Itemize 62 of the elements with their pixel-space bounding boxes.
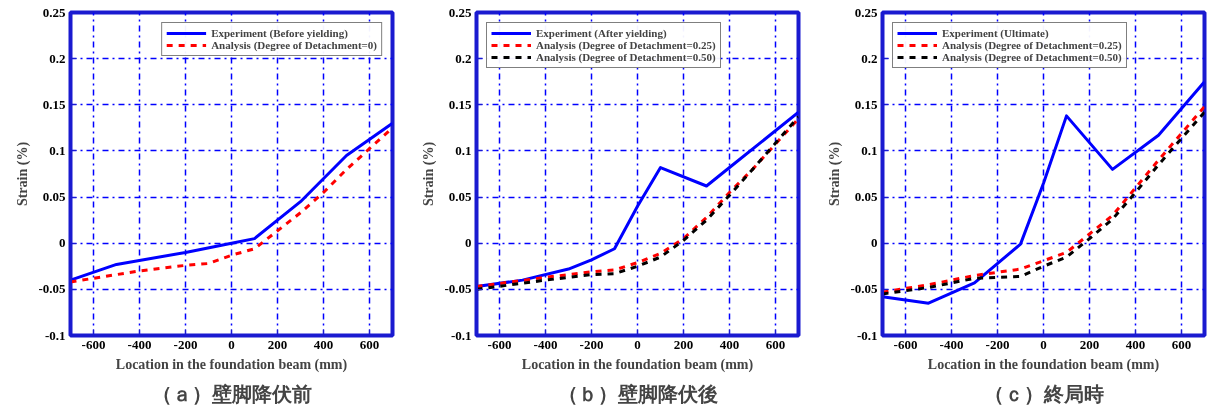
x-tick-label: 200 [267,336,288,352]
y-tick-label: -0.05 [38,281,66,297]
x-tick-label: 400 [1125,336,1146,352]
x-tick-label: -600 [893,336,918,352]
y-tick-label: 0.2 [861,50,878,66]
x-tick-label: -600 [81,336,106,352]
legend-label: Experiment (Ultimate) [942,27,1049,39]
y-tick-label: -0.05 [444,281,472,297]
x-tick-label: -200 [579,336,604,352]
y-tick-label: 0.05 [448,189,472,205]
y-tick-label: 0.15 [448,96,472,112]
legend-label: Analysis (Degree of Detachment=0.50) [942,51,1122,63]
x-tick-label: 600 [765,336,786,352]
y-tick-label: 0.15 [42,96,66,112]
x-tick-label: 400 [719,336,740,352]
y-tick-label: 0.25 [854,4,878,20]
y-tick-label: 0 [465,235,472,251]
legend-label: Analysis (Degree of Detachment=0.25) [536,39,716,51]
y-tick-label: -0.1 [856,327,878,343]
legend-label: Experiment (Before yielding) [211,27,348,39]
x-tick-label: 600 [1171,336,1192,352]
y-tick-label: 0.25 [42,4,66,20]
text: （ｂ）壁脚降伏後 [557,381,718,406]
y-tick-label: -0.05 [850,281,878,297]
y-axis-title: Strain (%) [15,141,32,207]
legend-label: Analysis (Degree of Detachment=0) [211,39,377,51]
y-tick-label: -0.1 [450,327,472,343]
y-axis-title: Strain (%) [421,141,438,207]
y-axis-title: Strain (%) [827,141,844,207]
x-axis-title: Location in the foundation beam (mm) [927,356,1160,373]
x-tick-label: 0 [1040,336,1047,352]
x-tick-label: -400 [939,336,964,352]
y-tick-label: 0.15 [854,96,878,112]
text: （ｃ）終局時 [983,381,1104,406]
x-tick-label: 200 [673,336,694,352]
x-tick-label: 200 [1079,336,1100,352]
y-tick-label: 0.25 [448,4,472,20]
y-tick-label: 0.1 [455,142,472,158]
x-tick-label: -600 [487,336,512,352]
legend-label: Analysis (Degree of Detachment=0.50) [536,51,716,63]
y-tick-label: -0.1 [44,327,66,343]
x-tick-label: -200 [985,336,1010,352]
x-tick-label: 600 [359,336,380,352]
x-axis-title: Location in the foundation beam (mm) [521,356,754,373]
x-tick-label: 0 [228,336,235,352]
legend-label: Analysis (Degree of Detachment=0.25) [942,39,1122,51]
x-tick-label: 400 [313,336,334,352]
y-tick-label: 0.1 [861,142,878,158]
y-tick-label: 0.2 [49,50,66,66]
y-tick-label: 0.05 [42,189,66,205]
x-tick-label: -400 [533,336,558,352]
x-tick-label: 0 [634,336,641,352]
y-tick-label: 0.05 [854,189,878,205]
legend-label: Experiment (After yielding) [536,27,667,39]
y-tick-label: 0.2 [455,50,472,66]
y-tick-label: 0.1 [49,142,66,158]
y-tick-label: 0 [871,235,878,251]
x-tick-label: -200 [173,336,198,352]
text: （ａ）壁脚降伏前 [151,381,312,406]
x-tick-label: -400 [127,336,152,352]
x-axis-title: Location in the foundation beam (mm) [115,356,348,373]
y-tick-label: 0 [59,235,66,251]
